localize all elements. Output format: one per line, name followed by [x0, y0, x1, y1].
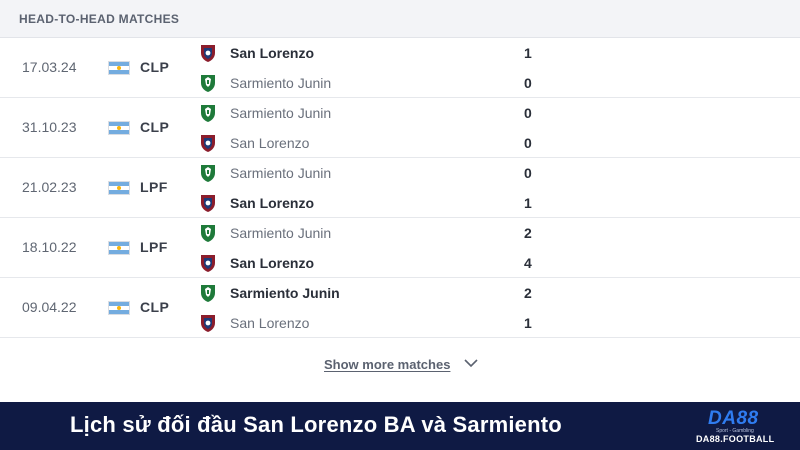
away-team: San Lorenzo 0: [198, 132, 558, 154]
home-team: Sarmiento Junin 2: [198, 222, 558, 244]
logo-tagline: Sport - Gambling: [716, 428, 754, 434]
away-team: San Lorenzo 1: [198, 192, 558, 214]
caption-banner: Lịch sử đối đầu San Lorenzo BA và Sarmie…: [0, 402, 800, 450]
logo-mark-text: DA88: [708, 408, 759, 429]
team-name: Sarmiento Junin: [230, 105, 332, 121]
match-date: 09.04.22: [22, 299, 77, 315]
team-score: 0: [524, 165, 532, 181]
team-score: 0: [524, 135, 532, 151]
sarmiento-crest-icon: [201, 285, 215, 302]
away-team: Sarmiento Junin 0: [198, 72, 558, 94]
home-team: Sarmiento Junin 0: [198, 162, 558, 184]
team-name: Sarmiento Junin: [230, 75, 332, 91]
team-score: 4: [524, 255, 532, 271]
argentina-flag-icon: [108, 181, 130, 195]
home-team: San Lorenzo 1: [198, 42, 558, 64]
team-name: San Lorenzo: [230, 195, 315, 211]
san-lorenzo-crest-icon: [201, 135, 215, 152]
away-team: San Lorenzo 1: [198, 312, 558, 334]
home-team: Sarmiento Junin 0: [198, 102, 558, 124]
banner-title: Lịch sử đối đầu San Lorenzo BA và Sarmie…: [70, 412, 562, 437]
competition-code: CLP: [140, 299, 170, 315]
team-score: 1: [524, 315, 532, 331]
logo-mark: DA88: [708, 408, 759, 430]
team-score: 2: [524, 225, 532, 241]
match-row[interactable]: 31.10.23 CLP Sarmiento Junin 0 San Loren…: [0, 98, 800, 158]
team-name: Sarmiento Junin: [230, 225, 332, 241]
team-score: 2: [524, 285, 532, 301]
team-score: 0: [524, 75, 532, 91]
head-to-head-panel: HEAD-TO-HEAD MATCHES 17.03.24 CLP San Lo…: [0, 0, 800, 372]
sarmiento-crest-icon: [201, 165, 215, 182]
section-title: HEAD-TO-HEAD MATCHES: [0, 0, 800, 38]
argentina-flag-icon: [108, 61, 130, 75]
match-row[interactable]: 17.03.24 CLP San Lorenzo 1 Sarmiento Jun…: [0, 38, 800, 98]
san-lorenzo-crest-icon: [201, 45, 215, 62]
home-team: Sarmiento Junin 2: [198, 282, 558, 304]
competition-code: LPF: [140, 239, 168, 255]
team-name: San Lorenzo: [230, 315, 310, 331]
team-name: San Lorenzo: [230, 255, 315, 271]
match-date: 21.02.23: [22, 179, 77, 195]
match-date: 17.03.24: [22, 59, 77, 75]
argentina-flag-icon: [108, 301, 130, 315]
sarmiento-crest-icon: [201, 75, 215, 92]
sarmiento-crest-icon: [201, 105, 215, 122]
team-score: 1: [524, 45, 532, 61]
chevron-down-icon[interactable]: [462, 356, 480, 370]
match-row[interactable]: 21.02.23 LPF Sarmiento Junin 0 San Loren…: [0, 158, 800, 218]
sarmiento-crest-icon: [201, 225, 215, 242]
san-lorenzo-crest-icon: [201, 255, 215, 272]
match-date: 31.10.23: [22, 119, 77, 135]
team-score: 0: [524, 105, 532, 121]
team-name: San Lorenzo: [230, 45, 315, 61]
san-lorenzo-crest-icon: [201, 195, 215, 212]
match-row[interactable]: 18.10.22 LPF Sarmiento Junin 2 San Loren…: [0, 218, 800, 278]
da88-logo: DA88 Sport - Gambling DA88.FOOTBALL: [690, 406, 794, 446]
argentina-flag-icon: [108, 121, 130, 135]
team-name: San Lorenzo: [230, 135, 310, 151]
team-score: 1: [524, 195, 532, 211]
match-date: 18.10.22: [22, 239, 77, 255]
competition-code: CLP: [140, 119, 170, 135]
competition-code: CLP: [140, 59, 170, 75]
team-name: Sarmiento Junin: [230, 285, 340, 301]
away-team: San Lorenzo 4: [198, 252, 558, 274]
san-lorenzo-crest-icon: [201, 315, 215, 332]
match-row[interactable]: 09.04.22 CLP Sarmiento Junin 2 San Loren…: [0, 278, 800, 338]
logo-domain: DA88.FOOTBALL: [696, 434, 775, 444]
team-name: Sarmiento Junin: [230, 165, 332, 181]
argentina-flag-icon: [108, 241, 130, 255]
match-list: 17.03.24 CLP San Lorenzo 1 Sarmiento Jun…: [0, 38, 800, 338]
competition-code: LPF: [140, 179, 168, 195]
show-more-matches-link[interactable]: Show more matches: [324, 357, 451, 372]
